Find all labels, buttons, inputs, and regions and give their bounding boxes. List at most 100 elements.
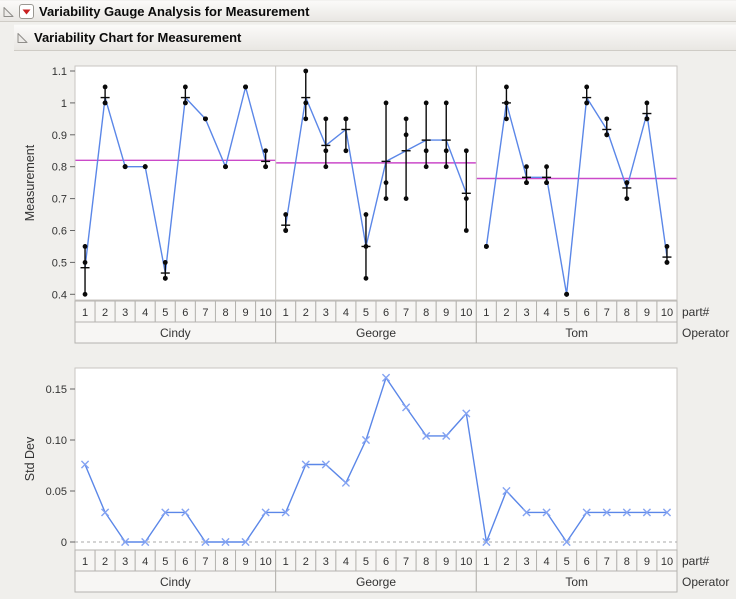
svg-text:2: 2: [102, 307, 108, 319]
measurement-point: [544, 180, 549, 186]
measurement-point: [604, 132, 610, 138]
red-triangle-menu-button[interactable]: [19, 3, 34, 19]
svg-text:10: 10: [260, 556, 272, 568]
svg-text:0.9: 0.9: [52, 130, 67, 142]
measurement-point: [664, 244, 670, 249]
measurement-point: [463, 228, 469, 233]
svg-text:5: 5: [162, 307, 168, 319]
measurement-point: [182, 100, 188, 106]
svg-text:3: 3: [523, 556, 529, 568]
svg-text:0.6: 0.6: [52, 226, 67, 238]
svg-text:0.15: 0.15: [46, 384, 67, 396]
svg-text:3: 3: [523, 307, 529, 319]
svg-text:6: 6: [383, 307, 389, 319]
measurement-point: [283, 212, 289, 217]
category-axis-tables: 1 2 3 4 5 6 7 8 9 10 Cindy 1 2 3 4 5 6 7 8 9 10 George 1 2 3 4 5 6 7…: [74, 549, 729, 593]
measurement-point: [82, 291, 88, 297]
svg-text:6: 6: [584, 307, 590, 319]
measurement-point: [383, 196, 389, 202]
svg-text:6: 6: [182, 556, 188, 568]
y-axis-title: Measurement: [23, 144, 37, 221]
panel-cindy: [75, 84, 276, 297]
svg-text:4: 4: [343, 556, 349, 568]
measurement-point: [323, 164, 329, 170]
y-axis: 0.4 0.5 0.6 0.7 0.8 0.9 1 1.1: [52, 66, 75, 301]
measurement-point: [463, 148, 469, 154]
disclosure-open-icon[interactable]: [2, 5, 15, 18]
svg-text:7: 7: [403, 556, 409, 568]
svg-text:0.8: 0.8: [52, 162, 67, 174]
measurement-point: [644, 100, 650, 106]
measurement-point: [403, 132, 409, 138]
svg-text:1: 1: [82, 307, 88, 319]
svg-text:8: 8: [423, 556, 429, 568]
measurement-point: [644, 116, 650, 122]
svg-text:1: 1: [283, 307, 289, 319]
measurement-point: [323, 116, 329, 122]
report-title: Variability Gauge Analysis for Measureme…: [39, 3, 310, 19]
measurement-point: [403, 116, 409, 122]
panel-george: [276, 68, 476, 281]
outline-header-gauge-analysis[interactable]: Variability Gauge Analysis for Measureme…: [0, 0, 736, 22]
measurement-point: [343, 148, 349, 154]
stddev-chart: 0 0.05 0.10 0.15 Std Dev 1 2 3 4 5 6 7 8 9 10 Cindy 1 2 3 4…: [23, 367, 729, 593]
measurement-point: [303, 68, 309, 74]
measurement-point: [624, 196, 630, 202]
measurement-point: [443, 100, 449, 106]
svg-text:9: 9: [443, 556, 449, 568]
measurement-point: [363, 275, 369, 281]
svg-text:6: 6: [182, 307, 188, 319]
svg-text:Tom: Tom: [565, 326, 588, 340]
svg-text:2: 2: [303, 307, 309, 319]
measurement-point: [102, 84, 108, 90]
measurement-point: [664, 260, 670, 265]
measurement-point: [544, 164, 549, 170]
stddev-x-markers: [80, 373, 672, 547]
svg-text:7: 7: [202, 307, 208, 319]
disclosure-open-icon[interactable]: [16, 31, 29, 44]
measurement-point: [162, 275, 168, 281]
svg-text:1: 1: [82, 556, 88, 568]
svg-text:0.5: 0.5: [52, 257, 67, 269]
svg-text:0.7: 0.7: [52, 194, 67, 206]
measurement-point: [263, 148, 269, 154]
measurement-point: [182, 84, 188, 90]
svg-text:10: 10: [460, 556, 472, 568]
measurement-point: [82, 244, 88, 249]
outline-header-variability-chart[interactable]: Variability Chart for Measurement: [14, 24, 736, 51]
svg-text:8: 8: [423, 307, 429, 319]
part-axis-label: part#: [682, 305, 710, 319]
svg-text:9: 9: [644, 307, 650, 319]
measurement-point: [463, 196, 469, 202]
measurement-point: [524, 164, 529, 170]
operator-cell: [475, 321, 678, 344]
svg-text:1.1: 1.1: [52, 66, 67, 78]
svg-text:5: 5: [363, 556, 369, 568]
svg-text:6: 6: [584, 556, 590, 568]
svg-text:10: 10: [661, 307, 673, 319]
measurement-point: [203, 116, 208, 122]
y-axis-title: Std Dev: [23, 436, 37, 481]
measurement-point: [584, 100, 590, 106]
measurement-point: [383, 100, 389, 106]
svg-text:2: 2: [503, 556, 509, 568]
measurement-point: [423, 100, 429, 106]
measurement-point: [443, 148, 449, 154]
svg-text:Cindy: Cindy: [160, 326, 191, 340]
part-axis-label: part#: [682, 554, 710, 568]
svg-text:7: 7: [403, 307, 409, 319]
measurement-point: [363, 212, 369, 217]
svg-text:0.10: 0.10: [46, 435, 67, 447]
variability-chart: 0.4 0.5 0.6 0.7 0.8 0.9 1 1.1 Measurement 1 2 3 4 5 6 7…: [23, 65, 729, 344]
svg-text:9: 9: [644, 556, 650, 568]
svg-text:2: 2: [303, 556, 309, 568]
svg-text:0: 0: [61, 537, 67, 549]
operator-axis-label: Operator: [682, 575, 729, 589]
svg-text:0.4: 0.4: [52, 289, 67, 301]
svg-text:2: 2: [102, 556, 108, 568]
svg-text:5: 5: [564, 307, 570, 319]
svg-text:1: 1: [61, 98, 67, 110]
svg-text:4: 4: [544, 307, 550, 319]
svg-text:7: 7: [202, 556, 208, 568]
